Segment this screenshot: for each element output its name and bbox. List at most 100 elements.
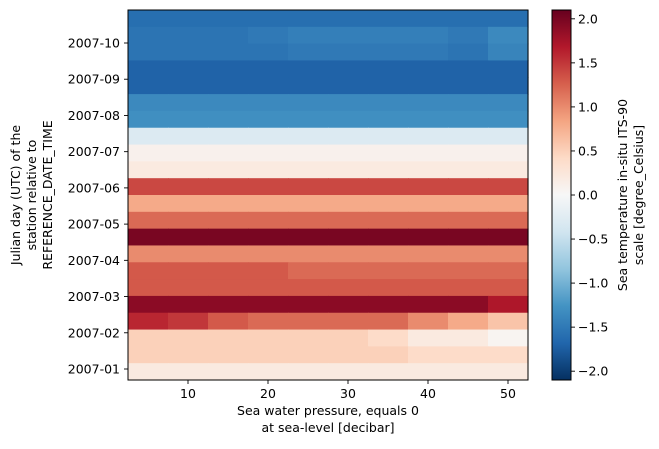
heatmap-cell xyxy=(248,161,289,179)
heatmap-cell xyxy=(248,329,289,347)
heatmap-cell xyxy=(208,346,249,364)
heatmap-cell xyxy=(408,346,449,364)
heatmap-cell xyxy=(168,312,209,331)
heatmap-cell xyxy=(128,262,169,280)
heatmap-cell xyxy=(448,60,489,78)
heatmap-cell xyxy=(288,127,329,146)
heatmap-cell xyxy=(408,60,449,78)
heatmap-cell xyxy=(408,363,449,381)
heatmap-cell xyxy=(488,211,529,230)
heatmap-cell xyxy=(248,262,289,280)
y-tick-label: 2007-03 xyxy=(68,289,120,304)
heatmap-cell xyxy=(208,10,249,28)
heatmap-cell xyxy=(448,127,489,146)
heatmap-cell xyxy=(128,245,169,263)
heatmap-cell xyxy=(288,43,329,62)
x-tick-label: 10 xyxy=(180,386,196,401)
heatmap-cell xyxy=(208,77,249,95)
colorbar-tick-label: −1.5 xyxy=(578,320,608,335)
plot-frame xyxy=(127,9,529,381)
heatmap-cell xyxy=(168,178,209,196)
heatmap-cell xyxy=(208,161,249,179)
colorbar-tick-label: 2.0 xyxy=(578,11,598,26)
y-tick-label: 2007-08 xyxy=(68,108,120,123)
colorbar-tick-label: 1.0 xyxy=(578,99,598,114)
heatmap-cell xyxy=(448,279,489,297)
heatmap-cell xyxy=(288,144,329,162)
heatmap-cell xyxy=(248,245,289,263)
heatmap-cell xyxy=(208,262,249,280)
heatmap-cell xyxy=(208,312,249,331)
heatmap-cell xyxy=(288,60,329,78)
y-tick-label: 2007-10 xyxy=(68,36,120,51)
heatmap-cell xyxy=(408,329,449,347)
heatmap-cell xyxy=(248,363,289,381)
heatmap-cell xyxy=(328,245,369,263)
heatmap-cell xyxy=(128,295,169,314)
heatmap-cell xyxy=(448,346,489,364)
heatmap-cell xyxy=(408,77,449,95)
heatmap-cell xyxy=(488,178,529,196)
heatmap-cell xyxy=(368,110,409,129)
colorbar xyxy=(551,9,572,381)
heatmap-cell xyxy=(368,77,409,95)
heatmap-cell xyxy=(488,77,529,95)
heatmap-cell xyxy=(248,26,289,45)
heatmap-cell xyxy=(488,110,529,129)
heatmap-cell xyxy=(208,228,249,247)
heatmap-cell xyxy=(208,43,249,62)
heatmap-cell xyxy=(168,161,209,179)
colorbar-ticks: 2.0 1.5 1.0 0.5 0.0 −0.5 −1.0 −1.5 −2.0 xyxy=(571,11,608,379)
x-axis-ticks: 10 20 30 40 50 xyxy=(180,380,516,401)
y-tick-label: 2007-06 xyxy=(68,180,120,195)
heatmap-cell xyxy=(208,26,249,45)
heatmap-cell xyxy=(168,363,209,381)
heatmap-cell xyxy=(168,295,209,314)
heatmap-cell xyxy=(368,245,409,263)
heatmap-cell xyxy=(488,329,529,347)
heatmap-cell xyxy=(328,26,369,45)
heatmap-cell xyxy=(488,195,529,213)
heatmap-cell xyxy=(368,329,409,347)
heatmap-cell xyxy=(328,161,369,179)
heatmap-cell xyxy=(448,228,489,247)
heatmap-cell xyxy=(128,329,169,347)
heatmap-cell xyxy=(368,346,409,364)
colorbar-tick-label: −2.0 xyxy=(578,364,608,379)
heatmap-cell xyxy=(328,312,369,331)
heatmap-cell xyxy=(408,279,449,297)
heatmap-cell xyxy=(288,211,329,230)
heatmap-cell xyxy=(208,127,249,146)
heatmap-cell xyxy=(328,144,369,162)
heatmap-cell xyxy=(488,363,529,381)
heatmap-cell xyxy=(328,178,369,196)
heatmap-cell xyxy=(368,228,409,247)
heatmap-cell xyxy=(288,329,329,347)
heatmap-cell xyxy=(128,211,169,230)
heatmap-cell xyxy=(488,279,529,297)
heatmap-cell xyxy=(128,127,169,146)
heatmap-cell xyxy=(488,144,529,162)
heatmap-cell xyxy=(328,127,369,146)
y-tick-label: 2007-01 xyxy=(68,362,120,377)
heatmap-cell xyxy=(448,262,489,280)
heatmap-cell xyxy=(448,295,489,314)
heatmap-cell xyxy=(168,195,209,213)
heatmap-cell xyxy=(368,94,409,112)
heatmap-cell xyxy=(328,295,369,314)
heatmap-cell xyxy=(208,144,249,162)
heatmap-cell xyxy=(368,26,409,45)
heatmap-cell xyxy=(248,43,289,62)
heatmap-cell xyxy=(368,195,409,213)
heatmap-cell xyxy=(128,77,169,95)
heatmap-cell xyxy=(328,60,369,78)
heatmap-cell xyxy=(168,228,209,247)
heatmap-cell xyxy=(128,144,169,162)
heatmap-cell xyxy=(368,295,409,314)
heatmap-cell xyxy=(208,329,249,347)
heatmap-cell xyxy=(368,127,409,146)
x-tick-label: 30 xyxy=(340,386,356,401)
y-tick-label: 2007-09 xyxy=(68,72,120,87)
heatmap-cell xyxy=(248,346,289,364)
heatmap-cells xyxy=(128,10,529,381)
